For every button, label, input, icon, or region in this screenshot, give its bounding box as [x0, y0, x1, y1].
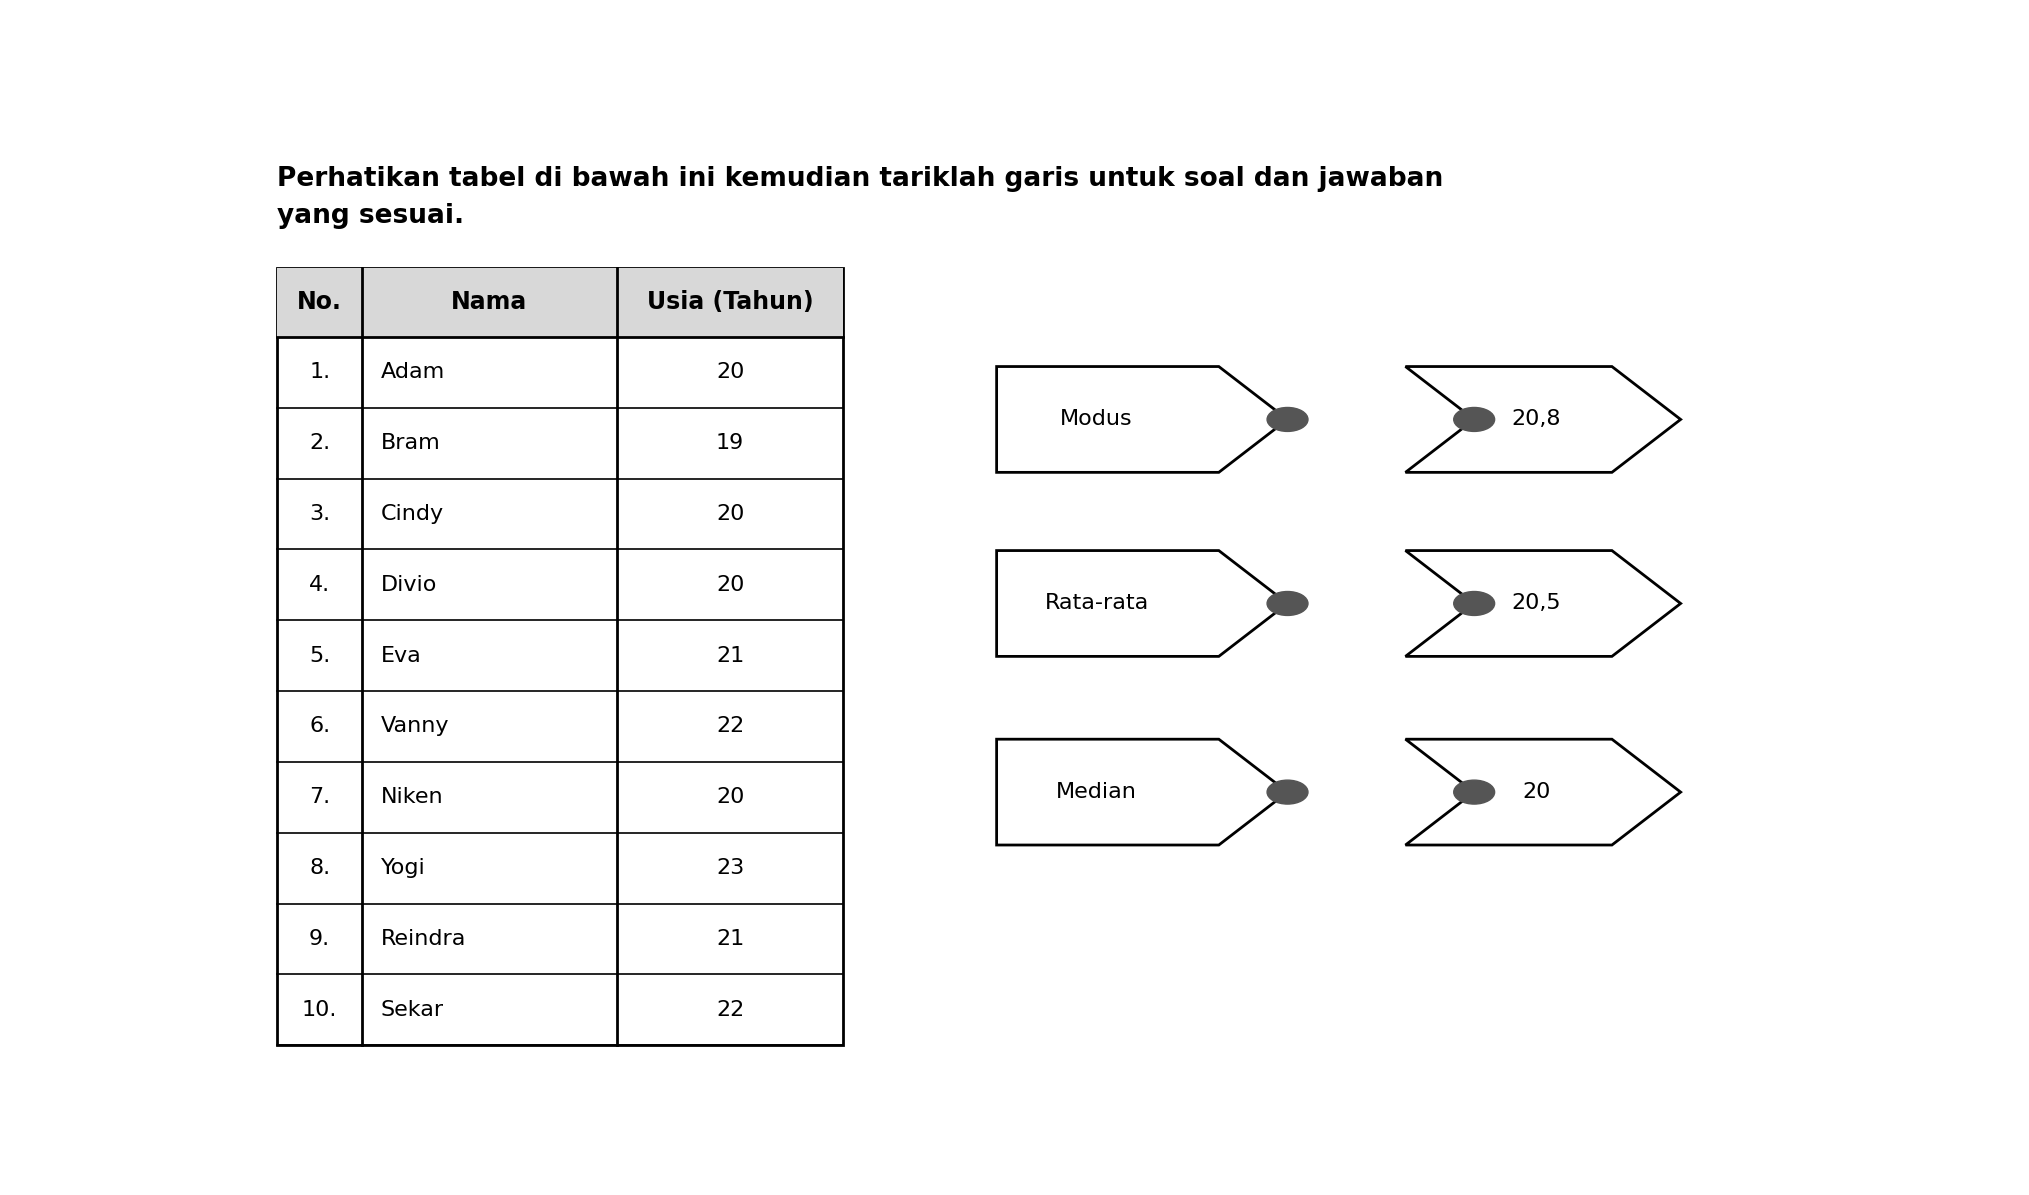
Polygon shape	[1406, 740, 1680, 845]
Text: Reindra: Reindra	[381, 929, 467, 949]
Text: 9.: 9.	[308, 929, 331, 949]
Circle shape	[1266, 407, 1309, 431]
Text: Rata-rata: Rata-rata	[1045, 594, 1148, 613]
Text: 6.: 6.	[308, 717, 331, 736]
Circle shape	[1266, 780, 1309, 804]
Text: 5.: 5.	[308, 645, 331, 666]
Polygon shape	[996, 551, 1288, 656]
Text: Nama: Nama	[450, 290, 528, 314]
Text: Bram: Bram	[381, 434, 440, 453]
Text: Sekar: Sekar	[381, 1000, 444, 1019]
Text: Yogi: Yogi	[381, 858, 426, 878]
Text: 20,5: 20,5	[1512, 594, 1560, 613]
Text: 23: 23	[716, 858, 745, 878]
Text: 1.: 1.	[308, 362, 331, 382]
Bar	[278, 268, 844, 1046]
Text: 20: 20	[716, 575, 745, 595]
Text: 20: 20	[716, 788, 745, 808]
Polygon shape	[996, 740, 1288, 845]
Text: 8.: 8.	[308, 858, 331, 878]
Polygon shape	[996, 367, 1288, 472]
Text: 20,8: 20,8	[1512, 410, 1560, 429]
Text: 21: 21	[716, 929, 745, 949]
Polygon shape	[1406, 367, 1680, 472]
Text: 2.: 2.	[308, 434, 331, 453]
Text: yang sesuai.: yang sesuai.	[278, 203, 465, 229]
Text: 20: 20	[1522, 782, 1550, 802]
Text: Adam: Adam	[381, 362, 444, 382]
Polygon shape	[1406, 551, 1680, 656]
Text: Cindy: Cindy	[381, 504, 444, 525]
Text: 22: 22	[716, 717, 745, 736]
Circle shape	[1266, 592, 1309, 615]
Circle shape	[1453, 780, 1495, 804]
Text: Median: Median	[1057, 782, 1136, 802]
Text: Perhatikan tabel di bawah ini kemudian tariklah garis untuk soal dan jawaban: Perhatikan tabel di bawah ini kemudian t…	[278, 166, 1443, 192]
Text: 4.: 4.	[308, 575, 331, 595]
Text: 22: 22	[716, 1000, 745, 1019]
Circle shape	[1453, 592, 1495, 615]
Text: Modus: Modus	[1061, 410, 1132, 429]
Text: 20: 20	[716, 362, 745, 382]
Text: No.: No.	[296, 290, 343, 314]
Text: 21: 21	[716, 645, 745, 666]
Text: Divio: Divio	[381, 575, 438, 595]
Text: 19: 19	[716, 434, 745, 453]
Text: Eva: Eva	[381, 645, 422, 666]
Text: Usia (Tahun): Usia (Tahun)	[647, 290, 814, 314]
Text: Vanny: Vanny	[381, 717, 450, 736]
Text: 3.: 3.	[308, 504, 331, 525]
Circle shape	[1453, 407, 1495, 431]
Text: 10.: 10.	[302, 1000, 337, 1019]
Bar	[278, 268, 844, 337]
Text: 20: 20	[716, 504, 745, 525]
Text: 7.: 7.	[308, 788, 331, 808]
Text: Niken: Niken	[381, 788, 444, 808]
